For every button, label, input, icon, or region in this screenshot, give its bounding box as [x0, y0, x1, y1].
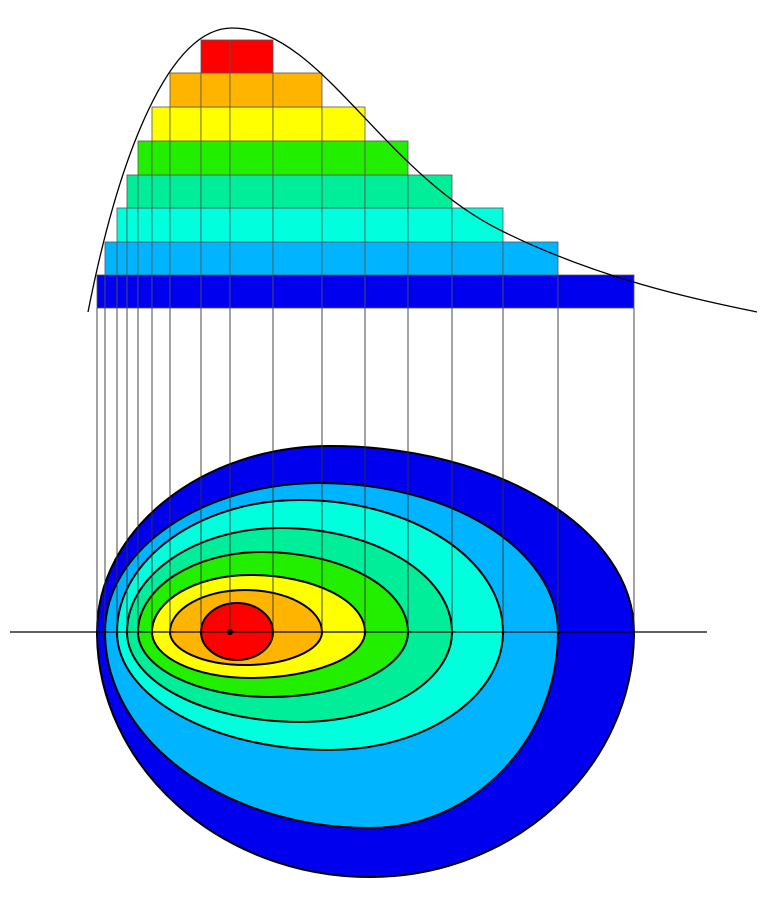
histogram-cell [321, 274, 366, 309]
histogram-cell [137, 174, 153, 209]
projection-lines [96, 308, 635, 632]
histogram-cell [137, 241, 153, 276]
contours [95, 444, 636, 879]
histogram-cell [126, 274, 139, 309]
histogram-cell [407, 174, 453, 209]
histogram-cell [200, 39, 231, 74]
histogram-cell [451, 207, 504, 243]
histogram-cell [200, 106, 231, 142]
histogram-cell [451, 274, 504, 309]
histogram-cell [116, 207, 128, 243]
histogram-cell [200, 140, 231, 176]
histogram-cell [169, 106, 202, 142]
histogram-cell [126, 174, 139, 209]
histogram-cell [126, 241, 139, 276]
histogram-cell [169, 72, 202, 108]
histogram-cell [200, 72, 231, 108]
histogram-cell [169, 140, 202, 176]
histogram-cell [200, 241, 231, 276]
histogram-cell [364, 207, 409, 243]
histogram-cell [229, 140, 274, 176]
histogram-cell [200, 174, 231, 209]
histogram-cell [200, 207, 231, 243]
histogram-cell [364, 174, 409, 209]
histogram-cell [151, 140, 171, 176]
histogram-cell [169, 174, 202, 209]
distribution-curve [87, 27, 758, 313]
histogram-cell [321, 140, 366, 176]
histogram-cell [407, 274, 453, 309]
histogram-cell [151, 106, 171, 142]
histogram-cell [229, 207, 274, 243]
histogram-cell [169, 207, 202, 243]
histogram-cell [364, 140, 409, 176]
histogram-cell [407, 207, 453, 243]
histogram-cell [272, 174, 323, 209]
histogram-cell [116, 241, 128, 276]
histogram-cell [229, 39, 274, 74]
histogram [96, 39, 635, 309]
histogram-cell [407, 241, 453, 276]
histogram-cell [104, 241, 118, 276]
histogram-cell [321, 241, 366, 276]
histogram-cell [151, 174, 171, 209]
histogram-cell [557, 274, 635, 309]
histogram-cell [137, 207, 153, 243]
center-dot [227, 629, 233, 635]
histogram-cell [321, 207, 366, 243]
histogram-cell [151, 241, 171, 276]
histogram-cell [364, 241, 409, 276]
histogram-cell [229, 174, 274, 209]
histogram-cell [272, 72, 323, 108]
histogram-cell [272, 207, 323, 243]
histogram-cell [451, 241, 504, 276]
histogram-cell [126, 207, 139, 243]
histogram-cell [137, 140, 153, 176]
histogram-cell [272, 106, 323, 142]
histogram-cell [137, 274, 153, 309]
histogram-cell [96, 274, 106, 309]
histogram-cell [272, 241, 323, 276]
histogram-cell [104, 274, 118, 309]
histogram-cell [321, 174, 366, 209]
histogram-cell [502, 274, 559, 309]
histogram-cell [151, 207, 171, 243]
histogram-cell [321, 106, 366, 142]
histogram-cell [151, 274, 171, 309]
histogram-cell [229, 106, 274, 142]
histogram-cell [200, 274, 231, 309]
histogram-cell [229, 72, 274, 108]
histogram-cell [169, 274, 202, 309]
histogram-cell [272, 274, 323, 309]
histogram-cell [502, 241, 559, 276]
histogram-cell [116, 274, 128, 309]
histogram-cell [272, 140, 323, 176]
histogram-cell [364, 274, 409, 309]
histogram-cell [229, 274, 274, 309]
histogram-cell [229, 241, 274, 276]
histogram-cell [169, 241, 202, 276]
